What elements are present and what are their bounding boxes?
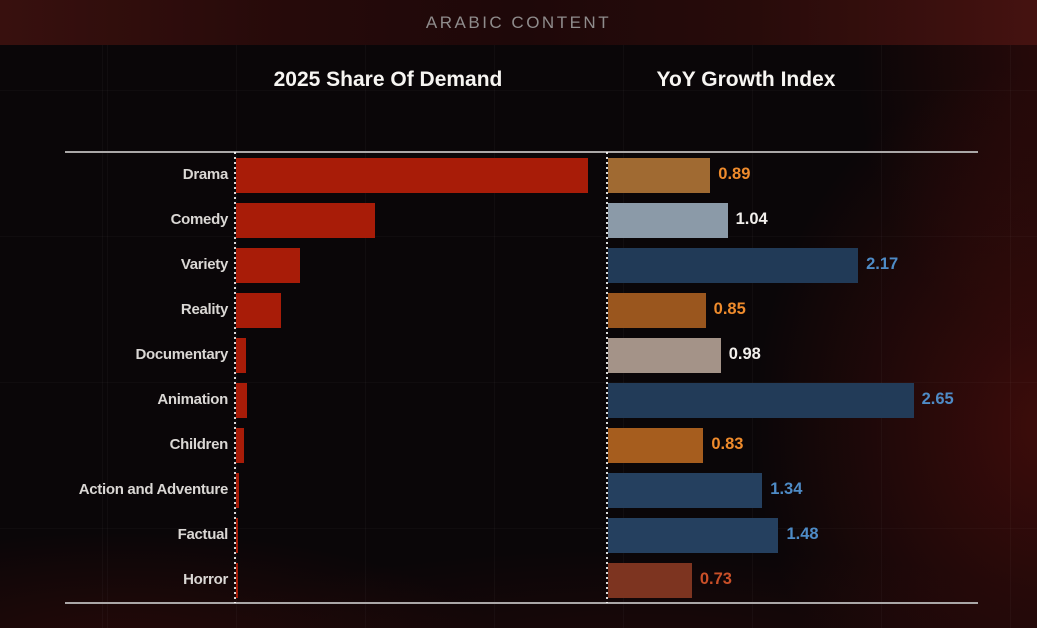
left-panel-title: 2025 Share Of Demand <box>273 68 503 91</box>
demand-bar-animation <box>235 383 248 419</box>
demand-bar-drama <box>235 157 588 193</box>
yoy-bar-action-and-adventure <box>607 473 763 509</box>
yoy-value-animation: 2.65 <box>921 390 954 408</box>
page-title: ARABIC CONTENT <box>425 12 612 32</box>
yoy-bar-variety <box>607 247 859 283</box>
right-panel-title: YoY Growth Index <box>656 68 836 91</box>
category-label-children: Children <box>169 436 229 454</box>
category-label-comedy: Comedy <box>170 210 229 228</box>
yoy-bar-children <box>607 428 704 464</box>
yoy-value-reality: 0.85 <box>713 299 746 318</box>
yoy-bar-horror <box>607 563 692 599</box>
yoy-value-factual: 1.48 <box>786 525 819 544</box>
header-band: ARABIC CONTENT <box>0 0 1037 45</box>
yoy-value-drama: 0.89 <box>718 164 751 183</box>
category-label-action-and-adventure: Action and Adventure <box>78 481 229 499</box>
yoy-bar-comedy <box>607 202 728 238</box>
demand-bar-variety <box>235 247 300 283</box>
demand-bar-reality <box>235 292 281 328</box>
yoy-bar-drama <box>607 157 711 193</box>
category-label-horror: Horror <box>183 571 228 589</box>
yoy-value-children: 0.83 <box>711 435 744 454</box>
chart-top-rule <box>65 151 978 153</box>
demand-bar-children <box>235 428 244 464</box>
yoy-value-comedy: 1.04 <box>735 209 768 228</box>
demand-bar-comedy <box>235 202 375 238</box>
yoy-bar-factual <box>607 518 779 554</box>
yoy-value-documentary: 0.98 <box>728 344 761 363</box>
yoy-value-variety: 2.17 <box>866 254 899 273</box>
yoy-value-action-and-adventure: 1.34 <box>770 480 803 499</box>
demand-bar-documentary <box>235 337 247 373</box>
category-label-reality: Reality <box>180 300 228 318</box>
background-grid <box>0 45 1037 628</box>
demand-bar-horror <box>235 563 238 599</box>
demand-bar-action-and-adventure <box>235 473 240 509</box>
yoy-bar-animation <box>607 383 914 419</box>
category-label-factual: Factual <box>177 526 229 544</box>
yoy-bar-reality <box>607 292 706 328</box>
yoy-bar-documentary <box>607 337 721 373</box>
category-label-drama: Drama <box>182 165 229 183</box>
category-label-animation: Animation <box>157 391 228 408</box>
yoy-value-horror: 0.73 <box>699 570 732 589</box>
right-chart-baseline-axis <box>606 152 608 603</box>
category-label-variety: Variety <box>180 255 228 273</box>
chart-bottom-rule <box>65 602 978 604</box>
category-label-documentary: Documentary <box>135 345 228 363</box>
demand-bar-factual <box>235 518 238 554</box>
left-chart-baseline-axis <box>234 152 236 603</box>
